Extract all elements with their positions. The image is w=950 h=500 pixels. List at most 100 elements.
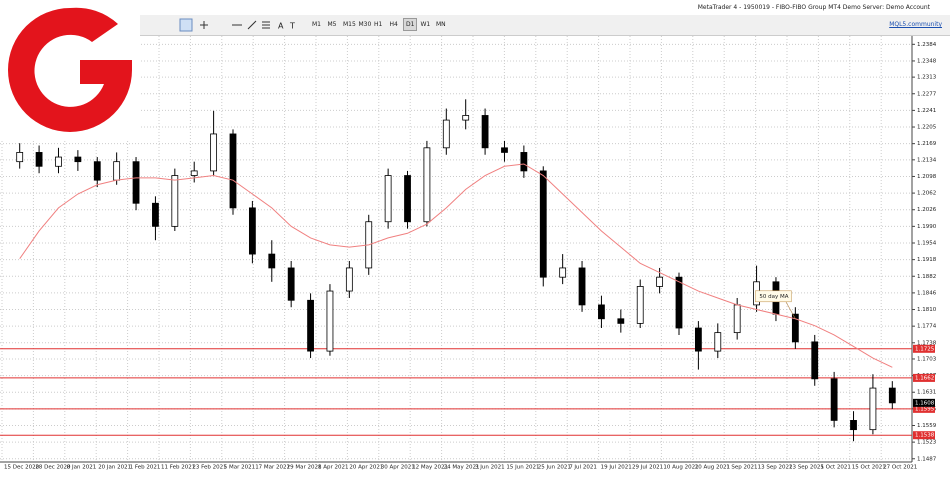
- x-tick-label: 1 Sep 2021: [726, 465, 757, 471]
- level-label: 1.1595: [915, 406, 935, 412]
- timeframe-button[interactable]: M1: [312, 21, 321, 28]
- y-tick-label: 1.2313: [917, 75, 937, 81]
- last-price-box: [913, 398, 935, 407]
- candle-body: [287, 267, 295, 301]
- annotation-text: 50 day MA: [759, 294, 788, 300]
- mql5-link[interactable]: MQL5.community: [889, 21, 942, 28]
- y-tick-label: 1.1918: [917, 257, 937, 263]
- level-label-box: [913, 431, 935, 440]
- candle-body: [578, 267, 586, 306]
- svg-text:A: A: [278, 22, 284, 31]
- annotation-box: [755, 290, 792, 303]
- y-tick-label: 1.1559: [917, 423, 937, 429]
- y-tick-label: 1.2384: [917, 42, 937, 48]
- level-label-box: [913, 404, 935, 413]
- y-tick-label: 1.2134: [917, 157, 937, 163]
- candle-body: [481, 115, 489, 149]
- x-tick-label: 23 Sep 2021: [789, 465, 824, 471]
- candle-body: [656, 276, 664, 287]
- candle-body: [442, 119, 450, 149]
- timeframe-button[interactable]: H4: [389, 21, 398, 28]
- y-tick-label: 1.2098: [917, 174, 937, 180]
- level-label: 1.1538: [915, 433, 935, 439]
- candle-body: [113, 161, 121, 181]
- candle-body: [462, 115, 470, 121]
- candle-body: [210, 133, 218, 172]
- candle-body: [811, 341, 819, 380]
- moving-average: [19, 163, 893, 368]
- candle-body: [830, 378, 838, 421]
- x-tick-label: 5 Oct 2021: [820, 465, 851, 471]
- y-tick-label: 1.1846: [917, 290, 937, 296]
- x-tick-label: 15 Dec 2020: [4, 465, 40, 471]
- candle-body: [617, 318, 625, 324]
- x-tick-label: 30 Apr 2021: [381, 465, 415, 471]
- y-tick-label: 1.2348: [917, 58, 937, 64]
- x-tick-label: 29 Jul 2021: [632, 465, 663, 471]
- candle-body: [307, 299, 314, 352]
- x-tick-label: 3 Jun 2021: [475, 465, 505, 471]
- timeframe-button[interactable]: W1: [420, 21, 431, 28]
- y-tick-label: 1.1523: [917, 440, 937, 446]
- x-tick-label: 29 Mar 2021: [287, 465, 322, 471]
- x-tick-label: 13 Sep 2021: [758, 465, 793, 471]
- candle-body: [132, 161, 140, 204]
- x-tick-label: 8 Jan 2021: [67, 465, 96, 471]
- x-tick-label: 7 Jul 2021: [569, 465, 597, 471]
- x-tick-label: 20 Apr 2021: [349, 465, 383, 471]
- y-tick-label: 1.2277: [917, 91, 937, 97]
- y-tick-label: 1.2026: [917, 207, 937, 213]
- candle-body: [190, 170, 198, 176]
- candle-body: [171, 175, 179, 227]
- y-tick-label: 1.1954: [917, 240, 937, 246]
- x-tick-label: 27 Oct 2021: [883, 465, 917, 471]
- candle-body: [93, 161, 101, 181]
- x-tick-label: 20 Aug 2021: [695, 465, 730, 471]
- last-price-label: 1.1608: [915, 400, 935, 406]
- y-tick-label: 1.1631: [917, 390, 936, 396]
- timeframe-button[interactable]: D1: [403, 18, 418, 31]
- timeframe-button[interactable]: M30: [358, 21, 372, 28]
- candle-body: [888, 387, 896, 404]
- timeframe-button[interactable]: M15: [343, 21, 356, 28]
- x-tick-label: 1 Feb 2021: [130, 465, 161, 471]
- svg-text:T: T: [289, 22, 295, 31]
- candle-body: [404, 175, 411, 223]
- x-tick-label: 28 Dec 2020: [35, 465, 71, 471]
- window-title: MetaTrader 4 - 1950019 - FIBO-FIBO Group…: [697, 4, 930, 11]
- level-label: 1.1725: [915, 346, 935, 352]
- annotation-leader: [785, 300, 796, 319]
- timeframe-button[interactable]: M5: [327, 21, 337, 28]
- candle-body: [598, 304, 605, 320]
- x-tick-label: 10 Aug 2021: [663, 465, 698, 471]
- x-tick-label: 15 Oct 2021: [852, 465, 886, 471]
- candle-body: [869, 387, 877, 431]
- x-tick-label: 12 May 2021: [412, 465, 448, 471]
- candle-body: [694, 327, 702, 352]
- y-tick-label: 1.1990: [917, 224, 937, 230]
- candle-body: [423, 147, 431, 223]
- candle-body: [152, 202, 159, 227]
- x-tick-label: 17 Mar 2021: [255, 465, 290, 471]
- y-tick-label: 1.1738: [917, 340, 937, 346]
- plot-area: [0, 36, 912, 462]
- y-tick-label: 1.1703: [917, 356, 937, 362]
- timeframe-button[interactable]: MN: [436, 21, 446, 28]
- candle-body: [55, 156, 62, 167]
- x-tick-label: 11 Feb 2021: [161, 465, 195, 471]
- y-tick-label: 1.2205: [917, 125, 937, 131]
- x-tick-label: 19 Jul 2021: [601, 465, 632, 471]
- candle-body: [636, 286, 644, 324]
- y-tick-label: 1.1487: [917, 456, 937, 462]
- candle-body: [501, 147, 508, 153]
- candle-body: [520, 152, 528, 172]
- level-label-box: [913, 344, 935, 353]
- x-tick-label: 23 Feb 2021: [192, 465, 226, 471]
- x-tick-label: 25 Jun 2021: [538, 465, 571, 471]
- y-tick-label: 1.2062: [917, 191, 936, 197]
- timeframe-button[interactable]: H1: [374, 21, 383, 28]
- candle-body: [16, 152, 24, 163]
